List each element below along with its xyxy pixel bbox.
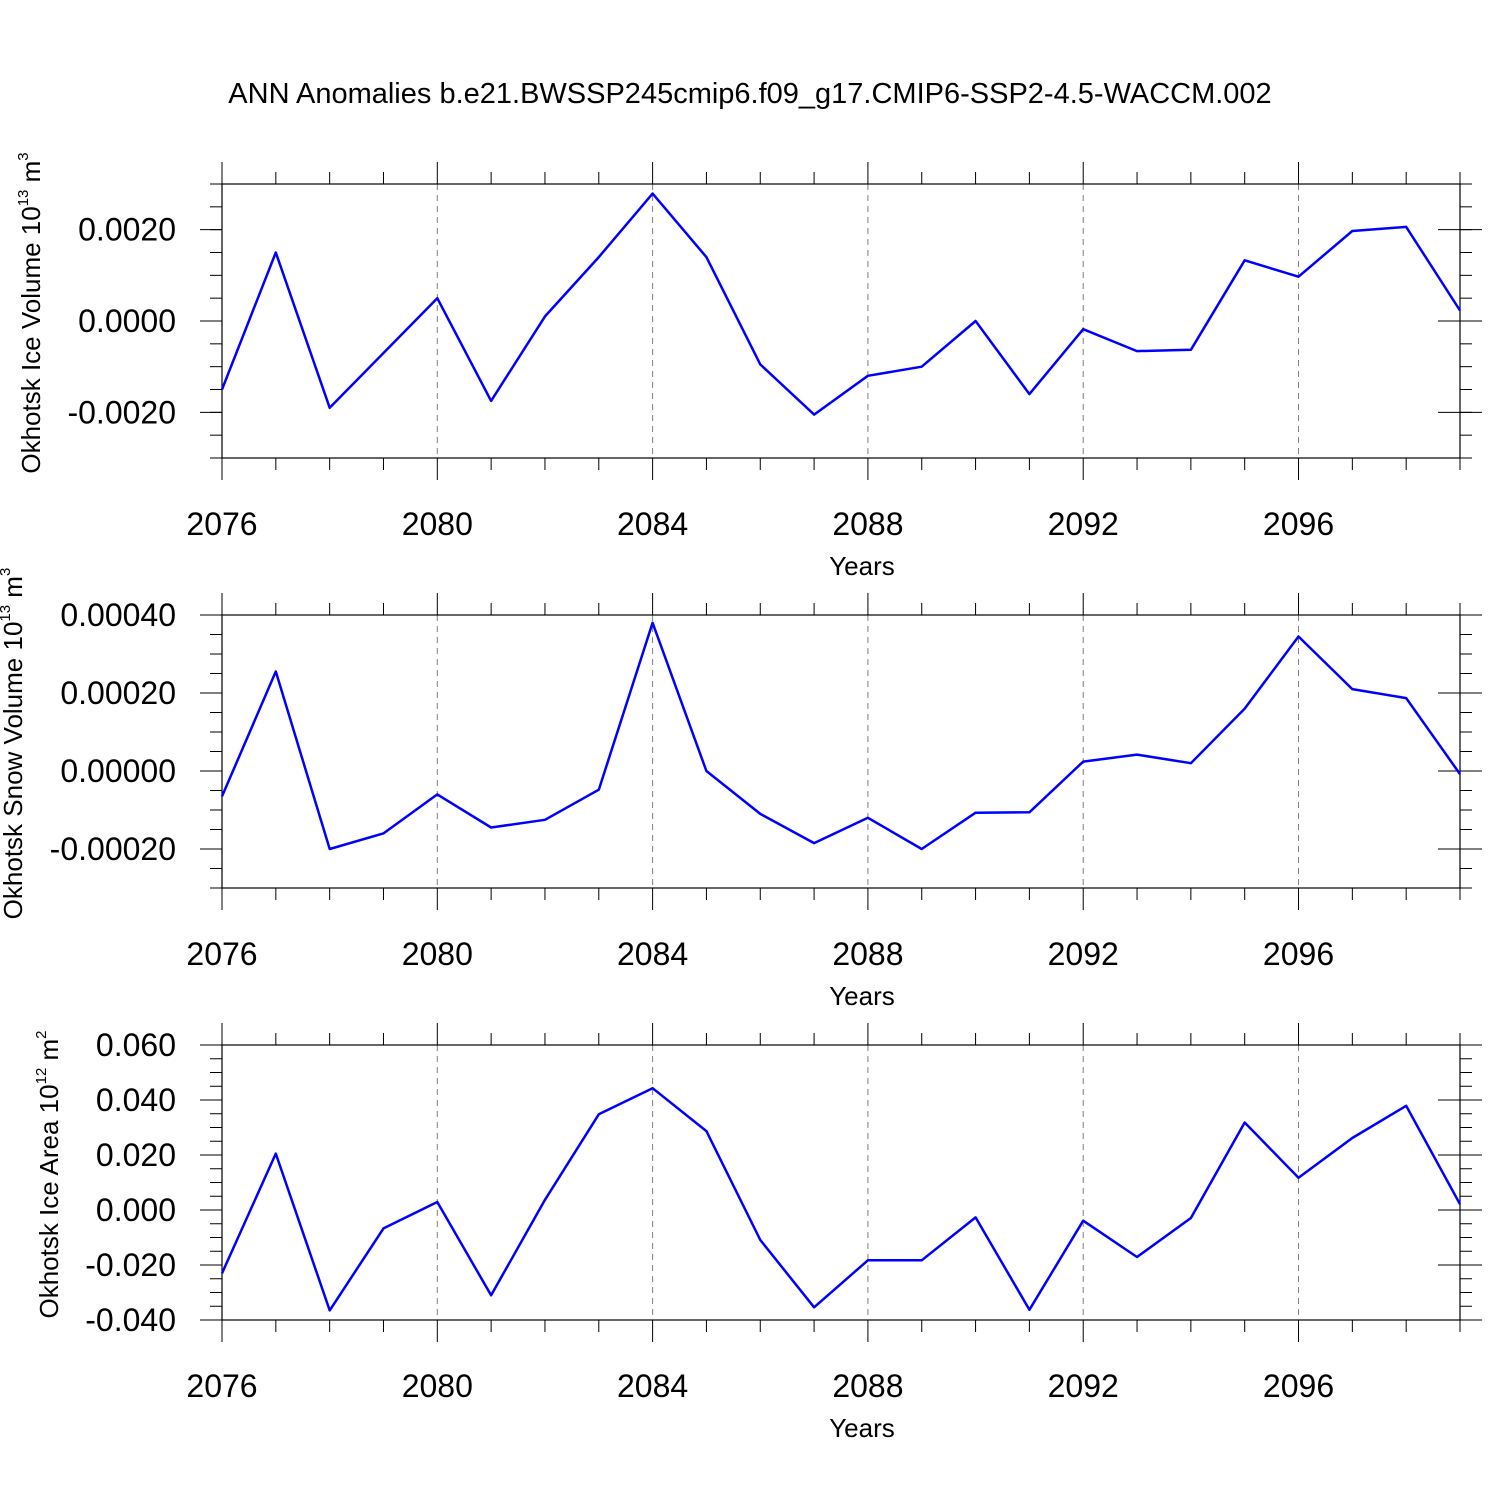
x-tick-label: 2080: [402, 936, 473, 972]
y-tick-label: -0.00020: [50, 831, 176, 867]
y-axis-title-text: Okhotsk Snow Volume 10: [0, 622, 28, 920]
plot-frame: [221, 1044, 1461, 1321]
x-tick-label: 2096: [1263, 506, 1334, 542]
y-axis-title-unit: m: [34, 1039, 64, 1068]
plot-frame: [221, 614, 1461, 889]
series-line-ice-volume: [220, 192, 1462, 416]
x-tick-label: 2084: [617, 506, 688, 542]
x-tick-label: 2092: [1048, 936, 1119, 972]
y-tick-label: 0.040: [96, 1082, 176, 1118]
x-tick-label: 2080: [402, 506, 473, 542]
y-axis-title: Okhotsk Snow Volume 1013 m3: [0, 568, 28, 920]
main-title: ANN Anomalies b.e21.BWSSP245cmip6.f09_g1…: [228, 78, 1272, 110]
y-axis-title: Okhotsk Ice Area 1012 m2: [33, 1030, 64, 1318]
x-axis-title: Years: [829, 551, 895, 581]
y-tick-label: -0.0020: [67, 394, 176, 430]
x-tick-label: 2096: [1263, 1368, 1334, 1404]
y-tick-label: -0.020: [85, 1247, 176, 1283]
x-axis-title: Years: [829, 1413, 895, 1443]
panel-snow-volume: -0.00020 0.00000 0.00020 0.00040 2076 2080 208…: [0, 568, 1482, 1011]
y-tick-label: 0.00020: [60, 675, 176, 711]
x-tick-label: 2096: [1263, 936, 1334, 972]
panel-ice-volume: -0.0020 0.0000 0.0020 2076 2080 2084 2088 2092 2…: [15, 152, 1482, 581]
y-tick-label: 0.0020: [78, 212, 176, 248]
x-tick-label: 2088: [832, 506, 903, 542]
x-tick-label: 2088: [832, 936, 903, 972]
x-tick-label: 2092: [1048, 506, 1119, 542]
y-tick-label: 0.0000: [78, 303, 176, 339]
y-axis-title-unit: m: [0, 576, 28, 605]
x-axis-title: Years: [829, 981, 895, 1011]
x-tick-label: 2084: [617, 936, 688, 972]
x-tick-label: 2076: [186, 936, 257, 972]
y-axis-title-unit-exponent: 2: [33, 1030, 50, 1038]
y-axis-title-text: Okhotsk Ice Volume 10: [16, 206, 46, 473]
y-tick-label: 0.000: [96, 1192, 176, 1228]
y-axis-title: Okhotsk Ice Volume 1013 m3: [15, 152, 46, 473]
y-axis-title-exponent: 13: [0, 605, 14, 622]
series-line-snow-volume: [220, 621, 1462, 851]
x-tick-label: 2080: [402, 1368, 473, 1404]
x-tick-label: 2076: [186, 506, 257, 542]
y-axis-title-unit-exponent: 3: [15, 152, 32, 160]
x-tick-label: 2088: [832, 1368, 903, 1404]
y-tick-label: 0.00000: [60, 753, 176, 789]
x-tick-label: 2084: [617, 1368, 688, 1404]
y-tick-label: 0.060: [96, 1027, 176, 1063]
y-tick-label: 0.00040: [60, 597, 176, 633]
x-tick-label: 2092: [1048, 1368, 1119, 1404]
plot-frame: [221, 183, 1461, 459]
y-tick-label: -0.040: [85, 1302, 176, 1338]
y-axis-title-text: Okhotsk Ice Area 10: [34, 1084, 64, 1318]
y-axis-title-unit-exponent: 3: [0, 568, 14, 576]
panel-ice-area: -0.040 -0.020 0.000 0.020 0.040 0.060 2076 2080…: [33, 1023, 1482, 1443]
series-line-ice-area: [220, 1086, 1462, 1312]
y-axis-title-unit: m: [16, 161, 46, 190]
y-axis-title-exponent: 13: [15, 190, 32, 207]
y-tick-label: 0.020: [96, 1137, 176, 1173]
x-tick-label: 2076: [186, 1368, 257, 1404]
y-axis-title-exponent: 12: [33, 1068, 50, 1085]
